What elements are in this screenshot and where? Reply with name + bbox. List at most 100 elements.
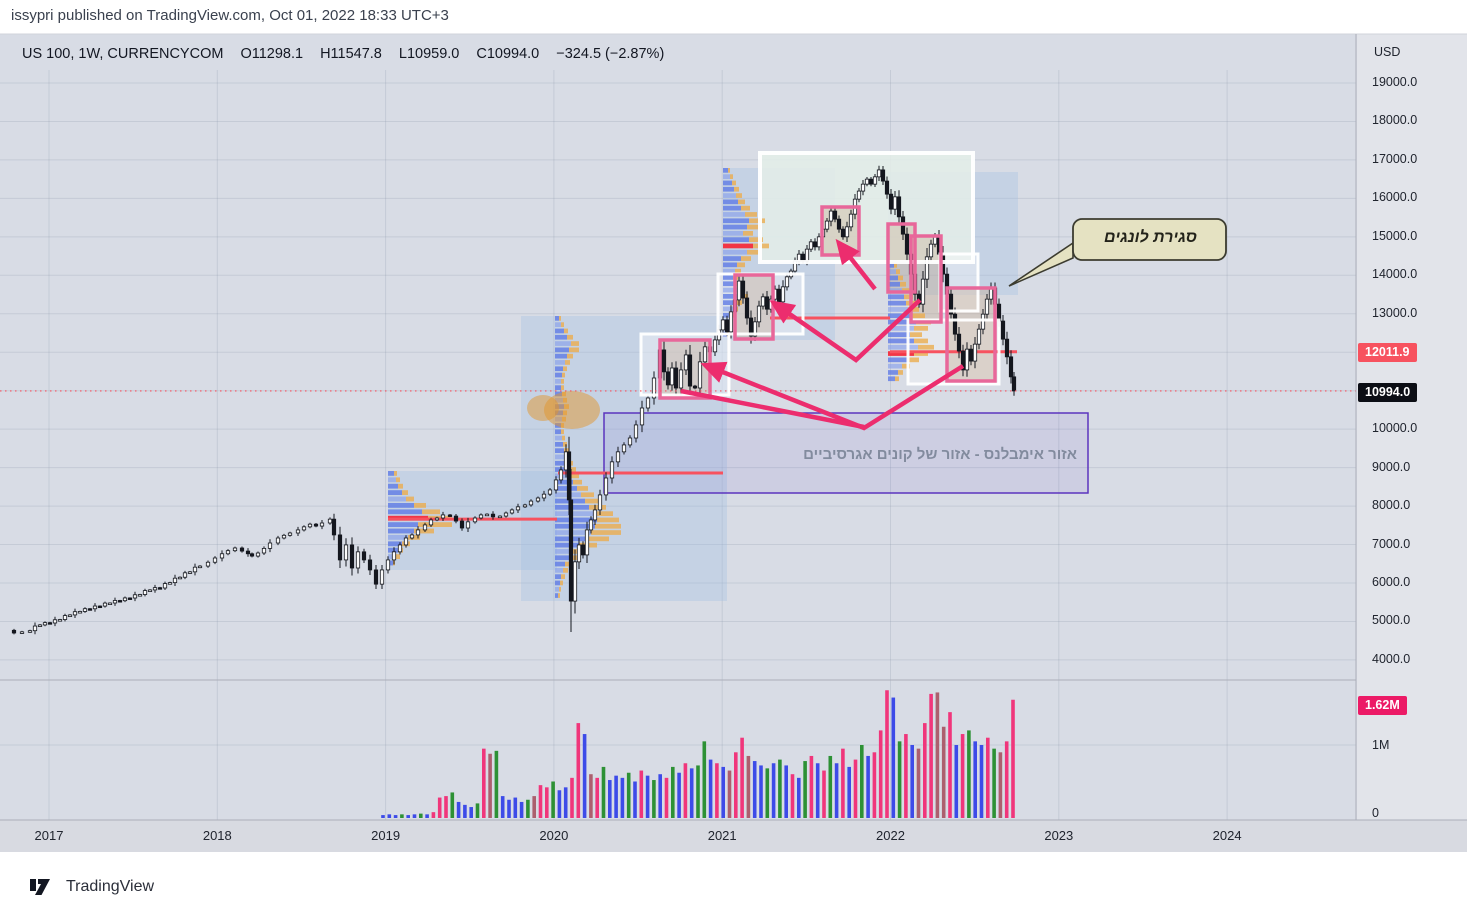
volume-bar bbox=[689, 768, 694, 818]
candle-body bbox=[1008, 356, 1014, 378]
candle-body bbox=[47, 622, 53, 625]
candle-body bbox=[860, 183, 866, 192]
candle-body bbox=[669, 367, 675, 386]
candle-body bbox=[428, 519, 434, 526]
candle-body bbox=[327, 518, 333, 524]
volume-profile-row bbox=[888, 263, 894, 268]
volume-bar bbox=[576, 723, 581, 818]
candle-body bbox=[740, 280, 746, 299]
volume-bar bbox=[948, 712, 952, 818]
volume-bar bbox=[910, 745, 914, 818]
volume-bar bbox=[727, 770, 732, 818]
year-tick: 2024 bbox=[1212, 828, 1242, 843]
volume-profile-row bbox=[555, 580, 560, 586]
candle-body bbox=[856, 190, 862, 200]
volume-bar bbox=[456, 801, 461, 818]
year-tick: 2021 bbox=[707, 828, 737, 843]
volume-profile-row bbox=[591, 530, 621, 535]
candle-body bbox=[62, 615, 68, 620]
candle-body bbox=[720, 319, 726, 331]
highlight-blob bbox=[527, 395, 559, 421]
candle-body bbox=[249, 553, 255, 557]
volume-profile-row bbox=[565, 561, 571, 567]
candle-body bbox=[1004, 338, 1010, 358]
candle-body bbox=[287, 532, 293, 536]
candle-body bbox=[187, 571, 193, 574]
volume-profile-row bbox=[388, 490, 402, 495]
volume-profile-row bbox=[561, 574, 565, 579]
candle-body bbox=[403, 537, 409, 546]
candle-body bbox=[490, 513, 496, 518]
volume-profile-row bbox=[555, 511, 593, 516]
volume-bar bbox=[740, 737, 744, 818]
volume-bar bbox=[721, 766, 725, 818]
candle-body bbox=[968, 348, 974, 362]
candle-body bbox=[267, 542, 273, 549]
tradingview-footer[interactable]: TradingView bbox=[30, 875, 154, 899]
volume-profile-row bbox=[914, 338, 928, 344]
volume-profile-row bbox=[555, 549, 573, 554]
volume-profile-row bbox=[910, 332, 922, 337]
volume-profile-row bbox=[723, 174, 730, 179]
candle-body bbox=[77, 611, 83, 614]
volume-bar bbox=[992, 748, 996, 818]
candle-body bbox=[301, 526, 307, 531]
candle-body bbox=[584, 529, 590, 556]
price-tick: 5000.0 bbox=[1372, 613, 1411, 628]
volume-bar bbox=[904, 734, 908, 818]
symbol-interval-exchange[interactable]: US 100, 1W, CURRENCYCOM bbox=[22, 46, 224, 62]
volume-profile-row bbox=[595, 523, 621, 529]
price-scale-currency: USD bbox=[1374, 45, 1401, 59]
volume-profile-row bbox=[555, 442, 563, 447]
volume-profile-row bbox=[396, 554, 400, 559]
candle-body bbox=[528, 500, 534, 506]
price-tick: 17000.0 bbox=[1372, 151, 1418, 166]
candle-body bbox=[1000, 320, 1006, 340]
candle-body bbox=[692, 385, 698, 389]
candle-body bbox=[824, 220, 830, 230]
volume-bar bbox=[1004, 741, 1009, 818]
candle-body bbox=[816, 236, 822, 248]
volume-profile-row bbox=[555, 353, 567, 359]
candle-body bbox=[434, 517, 440, 521]
candle-body bbox=[337, 534, 343, 561]
volume-bar bbox=[475, 803, 480, 818]
volume-profile-row bbox=[585, 536, 609, 542]
imbalance-zone-label[interactable]: אזור אימבלנס - אזור של קונים אגרסיביים bbox=[803, 446, 1077, 463]
candle-body bbox=[122, 597, 128, 602]
candle-body bbox=[225, 550, 231, 555]
volume-profile-row bbox=[728, 168, 730, 173]
volume-profile-row bbox=[561, 322, 564, 327]
candle-body bbox=[391, 551, 397, 561]
callout-box bbox=[1072, 218, 1227, 261]
volume-profile-row bbox=[734, 186, 739, 192]
volume-profile-row bbox=[723, 237, 749, 242]
volume-bar bbox=[425, 814, 429, 818]
volume-profile-row bbox=[563, 366, 567, 372]
volume-profile-row bbox=[723, 262, 737, 268]
volume-profile-row bbox=[914, 326, 928, 331]
volume-bar bbox=[538, 785, 543, 818]
legend-high: H11547.8 bbox=[320, 46, 382, 62]
volume-profile-row bbox=[555, 316, 559, 321]
candle-body bbox=[232, 547, 238, 552]
volume-profile-row bbox=[396, 477, 400, 483]
volume-bar bbox=[853, 759, 858, 818]
volume-bar bbox=[595, 777, 599, 818]
candle-body bbox=[92, 605, 98, 610]
volume-bar bbox=[815, 763, 820, 818]
candle-body bbox=[627, 437, 633, 446]
candle-body bbox=[97, 605, 103, 609]
price-tick: 15000.0 bbox=[1372, 228, 1418, 243]
candle-body bbox=[780, 286, 786, 303]
candle-body bbox=[784, 276, 790, 288]
closing-longs-callout[interactable]: סגירת לונגים bbox=[1104, 229, 1197, 246]
volume-profile-row bbox=[745, 212, 757, 217]
volume-bar bbox=[469, 807, 473, 818]
candle-body bbox=[892, 196, 898, 210]
volume-profile-row bbox=[562, 372, 565, 378]
candle-body bbox=[673, 367, 679, 389]
volume-profile-row bbox=[555, 561, 565, 567]
candle-body bbox=[212, 557, 218, 563]
